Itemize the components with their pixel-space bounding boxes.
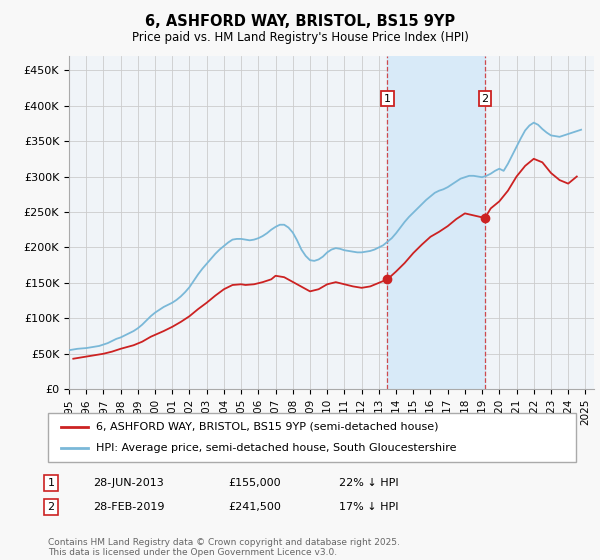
Bar <box>388 56 485 389</box>
Text: Price paid vs. HM Land Registry's House Price Index (HPI): Price paid vs. HM Land Registry's House … <box>131 31 469 44</box>
Text: 22% ↓ HPI: 22% ↓ HPI <box>339 478 398 488</box>
FancyBboxPatch shape <box>48 413 576 462</box>
Text: 2: 2 <box>481 94 488 104</box>
Text: 17% ↓ HPI: 17% ↓ HPI <box>339 502 398 512</box>
Text: 1: 1 <box>47 478 55 488</box>
Text: 28-JUN-2013: 28-JUN-2013 <box>93 478 164 488</box>
Text: 28-FEB-2019: 28-FEB-2019 <box>93 502 164 512</box>
Text: 1: 1 <box>384 94 391 104</box>
Text: 6, ASHFORD WAY, BRISTOL, BS15 9YP: 6, ASHFORD WAY, BRISTOL, BS15 9YP <box>145 14 455 29</box>
Text: HPI: Average price, semi-detached house, South Gloucestershire: HPI: Average price, semi-detached house,… <box>95 443 456 453</box>
Text: £155,000: £155,000 <box>228 478 281 488</box>
Text: £241,500: £241,500 <box>228 502 281 512</box>
Text: 6, ASHFORD WAY, BRISTOL, BS15 9YP (semi-detached house): 6, ASHFORD WAY, BRISTOL, BS15 9YP (semi-… <box>95 422 438 432</box>
Text: Contains HM Land Registry data © Crown copyright and database right 2025.
This d: Contains HM Land Registry data © Crown c… <box>48 538 400 557</box>
Text: 2: 2 <box>47 502 55 512</box>
